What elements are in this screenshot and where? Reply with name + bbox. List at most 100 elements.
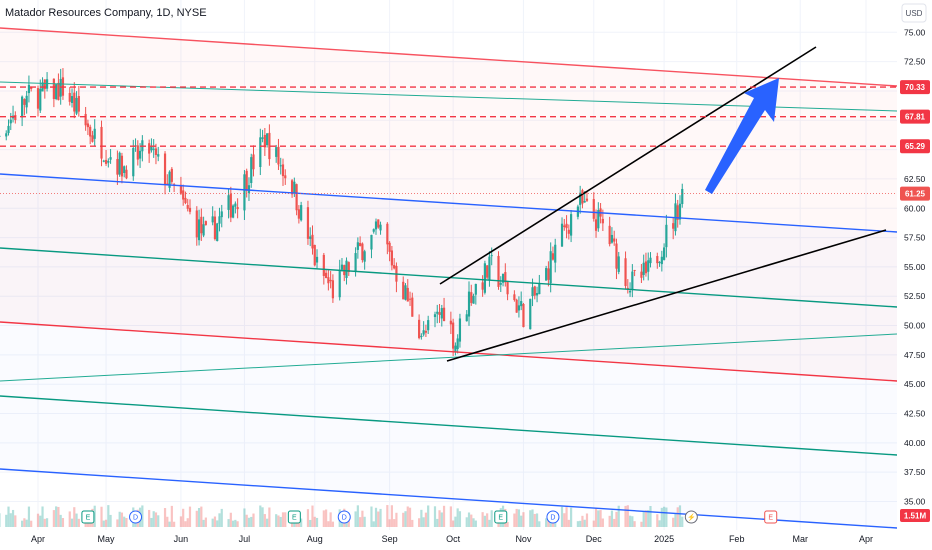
candle-body — [490, 255, 493, 257]
price-axis-badges: 70.33 67.81 65.29 61.25 1.51M — [900, 80, 930, 522]
candle-body — [39, 88, 42, 111]
volume-bar — [363, 516, 366, 527]
x-tick-label: Nov — [515, 534, 532, 544]
volume-bar — [275, 514, 278, 527]
volume-bar — [179, 516, 183, 527]
volume-bar — [395, 512, 398, 527]
candle-body — [601, 218, 604, 224]
volume-bar — [359, 517, 362, 527]
candle-body — [261, 137, 264, 139]
candle-body — [359, 242, 362, 246]
candle-body — [372, 229, 375, 232]
candle-body — [454, 345, 457, 352]
candle-body — [545, 268, 548, 281]
red-channel-bottom — [0, 321, 898, 382]
candle-body — [610, 234, 614, 243]
candle-body — [309, 236, 312, 239]
candle-body — [538, 283, 541, 295]
volume-bar — [388, 519, 391, 527]
candle-body — [497, 255, 500, 287]
candle-body — [633, 269, 636, 271]
time-axis[interactable]: Apr May Jun Jul Aug Sep Oct Nov Dec 2025 Feb Mar Apr — [0, 530, 897, 550]
event-marker-icon — [337, 510, 351, 524]
volume-bar — [243, 508, 246, 527]
candle-body — [297, 209, 300, 219]
volume-bar — [231, 520, 235, 527]
volume-bar — [39, 515, 42, 527]
candle-body — [236, 207, 239, 210]
candle-body — [195, 210, 198, 238]
price-axis[interactable]: 35.00 37.50 40.00 42.50 45.00 47.50 50.00 52.50… — [897, 0, 932, 532]
volume-bar — [483, 515, 486, 527]
candle-body — [116, 159, 119, 175]
candle-body — [84, 113, 87, 126]
candle-body — [220, 211, 223, 218]
candle-body — [184, 197, 187, 204]
currency-button[interactable]: USD — [901, 3, 927, 23]
candle-body — [433, 314, 437, 318]
candle-body — [647, 260, 650, 272]
candle-body — [284, 175, 287, 179]
candle-body — [481, 282, 484, 290]
volume-bar — [583, 519, 586, 527]
volume-bar — [533, 513, 536, 527]
candle-body — [120, 155, 124, 177]
volume-bar — [656, 514, 659, 527]
volume-bar — [322, 510, 325, 527]
volume-bar — [120, 512, 124, 527]
candle-body — [676, 205, 679, 220]
volume-bar — [490, 510, 493, 527]
volume-bar — [331, 521, 335, 527]
volume-bar — [538, 521, 541, 527]
candle-body — [363, 251, 366, 262]
candle-body — [470, 292, 473, 303]
candle-body — [55, 84, 58, 100]
candle-body — [231, 205, 235, 218]
volume-bar — [52, 510, 55, 527]
candle-body — [408, 298, 412, 300]
blue-regression-upper — [0, 173, 898, 233]
volume-bar — [579, 520, 582, 527]
volume-bar — [329, 512, 332, 527]
green-channel-lower — [0, 395, 898, 456]
y-tick-label: 40.00 — [904, 438, 926, 448]
candle-body — [340, 264, 344, 270]
candle-body — [422, 330, 425, 335]
candle-body — [186, 205, 189, 209]
candle-body — [266, 133, 269, 146]
volume-bar — [660, 507, 663, 527]
volume-bar — [433, 506, 437, 527]
volume-bar — [247, 517, 251, 527]
volume-bar — [678, 505, 682, 527]
volume-bar — [393, 519, 396, 527]
candle-body — [132, 147, 135, 177]
candle-body — [513, 294, 516, 301]
candle-body — [663, 247, 666, 260]
volume-bar — [628, 515, 632, 527]
volume-bar — [93, 505, 96, 527]
candle-body — [402, 281, 405, 300]
volume-bar — [152, 511, 155, 527]
volume-bar — [277, 515, 280, 527]
candle-body — [338, 270, 341, 298]
volume-bar — [513, 513, 516, 527]
candle-body — [418, 319, 421, 339]
candle-body — [102, 160, 105, 162]
currency-button-box — [901, 3, 927, 23]
volume-bar — [440, 512, 443, 527]
candle-body — [658, 261, 661, 263]
volume-bar — [626, 505, 629, 527]
candle-body — [200, 216, 203, 234]
candle-body — [91, 135, 94, 142]
volume-bar — [585, 513, 589, 527]
volume-bar — [506, 521, 509, 527]
candle-body — [440, 308, 443, 319]
candle-body — [148, 143, 151, 154]
time-axis-bg — [0, 530, 897, 550]
volume-bar — [245, 514, 248, 527]
volume-bar — [658, 520, 661, 527]
candle-body — [154, 148, 158, 155]
candle-body — [624, 258, 627, 287]
volume-bar — [531, 509, 534, 527]
green-channel-upper — [0, 247, 898, 308]
